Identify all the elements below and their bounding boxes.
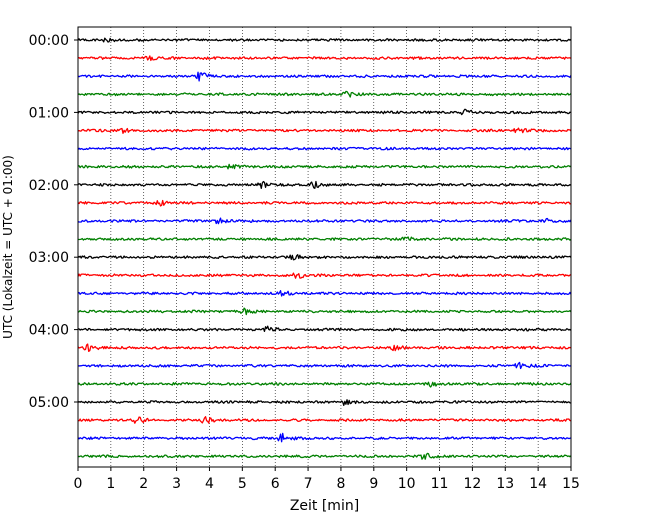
trace-lines — [77, 37, 572, 460]
trace-line-21 — [77, 416, 572, 424]
trace-line-9 — [77, 199, 572, 207]
trace-line-1 — [77, 55, 572, 62]
trace-line-6 — [77, 146, 572, 151]
vertical-gridlines — [110, 27, 539, 467]
y-axis-ticks: 00:00 01:00 02:00 03:00 04:00 05:00 — [29, 33, 78, 411]
x-tick-label-2: 2 — [139, 476, 148, 492]
x-axis-title: Zeit [min] — [290, 498, 359, 514]
x-tick-label-0: 0 — [74, 476, 83, 492]
x-tick-label-11: 11 — [431, 476, 449, 492]
y-axis-title: UTC (Lokalzeit = UTC + 01:00) — [1, 155, 15, 339]
x-tick-label-7: 7 — [304, 476, 313, 492]
x-tick-label-10: 10 — [398, 476, 416, 492]
x-tick-label-3: 3 — [172, 476, 181, 492]
y-tick-label-0: 00:00 — [29, 33, 69, 49]
y-tick-label-3: 03:00 — [29, 250, 69, 266]
trace-line-11 — [77, 236, 572, 241]
x-tick-label-5: 5 — [238, 476, 247, 492]
trace-line-22 — [77, 432, 572, 443]
x-tick-label-13: 13 — [496, 476, 514, 492]
trace-line-7 — [77, 163, 572, 170]
trace-line-19 — [77, 381, 572, 388]
trace-line-18 — [77, 361, 572, 370]
trace-line-16 — [77, 325, 572, 333]
trace-line-5 — [77, 127, 572, 134]
trace-line-14 — [77, 290, 572, 297]
x-tick-label-1: 1 — [106, 476, 115, 492]
trace-line-8 — [77, 180, 572, 189]
x-tick-label-9: 9 — [369, 476, 378, 492]
y-tick-label-4: 04:00 — [29, 323, 69, 339]
y-tick-label-1: 01:00 — [29, 105, 69, 121]
trace-line-20 — [77, 399, 572, 407]
trace-line-4 — [77, 108, 572, 116]
trace-line-10 — [77, 217, 572, 225]
y-tick-label-2: 02:00 — [29, 178, 69, 194]
x-tick-label-14: 14 — [529, 476, 547, 492]
trace-line-13 — [77, 272, 572, 279]
trace-line-3 — [77, 90, 572, 98]
y-tick-label-5: 05:00 — [29, 395, 69, 411]
x-tick-label-8: 8 — [336, 476, 345, 492]
x-tick-label-6: 6 — [271, 476, 280, 492]
plot-frame — [77, 26, 572, 468]
x-tick-label-15: 15 — [562, 476, 580, 492]
x-tick-label-12: 12 — [463, 476, 481, 492]
trace-line-12 — [77, 254, 572, 261]
trace-line-23 — [77, 452, 572, 460]
trace-line-0 — [77, 37, 572, 43]
x-axis-ticks: 0 1 2 3 4 5 6 7 8 9 10 11 12 13 14 15 — [74, 467, 580, 492]
trace-line-17 — [77, 343, 572, 353]
trace-line-2 — [77, 71, 572, 82]
trace-line-15 — [77, 307, 572, 316]
x-tick-label-4: 4 — [205, 476, 214, 492]
